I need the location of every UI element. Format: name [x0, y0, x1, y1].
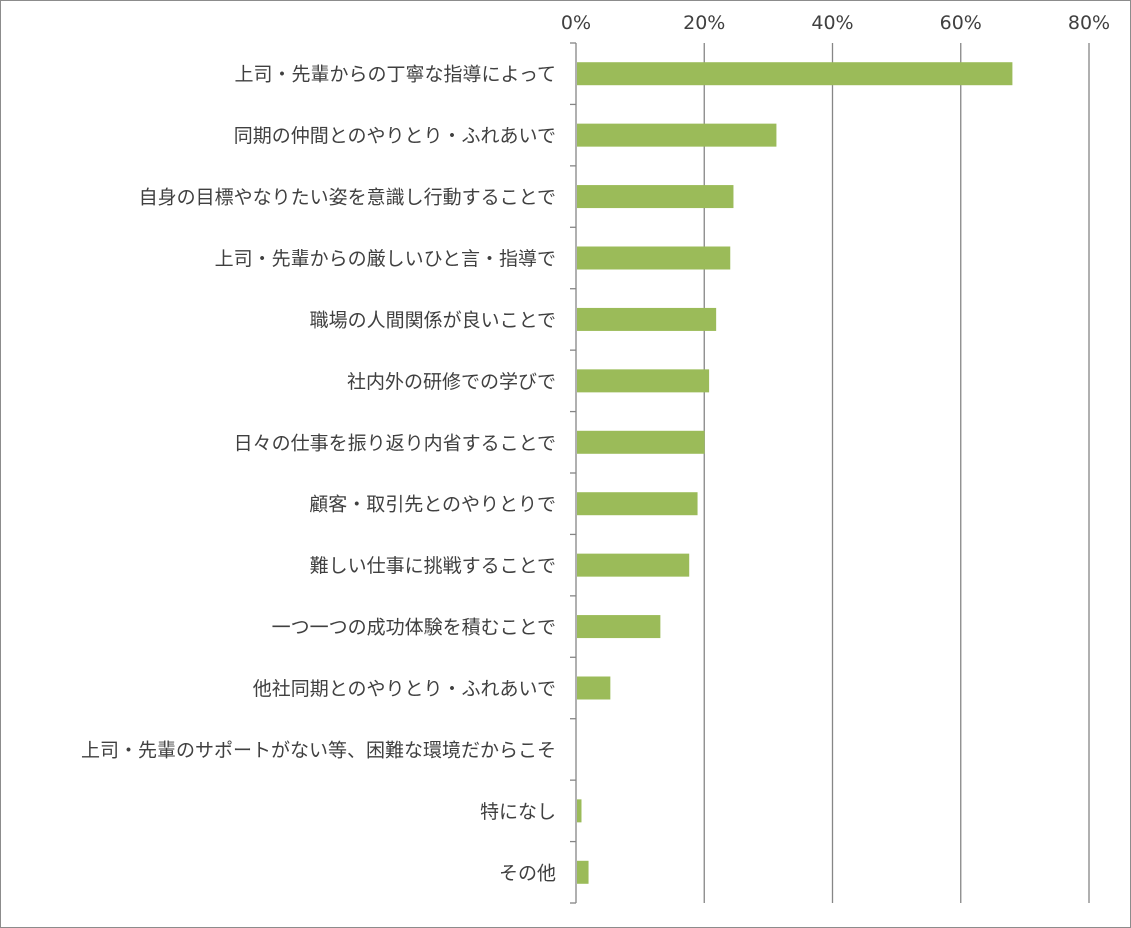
x-tick-label: 60% [940, 12, 982, 34]
bar [577, 799, 582, 823]
category-label: 日々の仕事を振り返り内省することで [234, 432, 556, 454]
category-label: 上司・先輩のサポートがない等、困難な環境だからこそ [81, 739, 556, 761]
category-label: 上司・先輩からの厳しいひと言・指導で [215, 248, 556, 270]
category-label: 社内外の研修での学びで [347, 371, 556, 393]
category-label: 顧客・取引先とのやりとりで [309, 494, 556, 516]
x-tick-label: 20% [683, 12, 725, 34]
category-label: 同期の仲間とのやりとり・ふれあいで [234, 125, 556, 147]
category-label: 職場の人間関係が良いことで [310, 309, 556, 331]
bar [577, 492, 698, 516]
bar [577, 307, 717, 331]
category-label: 一つ一つの成功体験を積むことで [272, 617, 556, 639]
bar [577, 615, 661, 639]
bar [577, 62, 1013, 86]
category-label: その他 [499, 862, 556, 884]
x-tick-label: 0% [561, 12, 591, 34]
category-label: 難しい仕事に挑戦することで [310, 555, 556, 577]
category-label: 他社同期とのやりとり・ふれあいで [253, 678, 556, 700]
bar [577, 430, 705, 454]
bar [577, 369, 710, 393]
category-label: 特になし [480, 801, 556, 823]
bar [577, 676, 611, 700]
bar [577, 246, 731, 270]
x-tick-label: 80% [1068, 12, 1110, 34]
bar [577, 553, 690, 577]
bar [577, 860, 589, 884]
bar [577, 185, 734, 209]
x-tick-label: 40% [811, 12, 853, 34]
category-label: 上司・先輩からの丁寧な指導によって [235, 64, 556, 86]
bar [577, 123, 777, 147]
category-label: 自身の目標やなりたい姿を意識し行動することで [139, 187, 556, 209]
